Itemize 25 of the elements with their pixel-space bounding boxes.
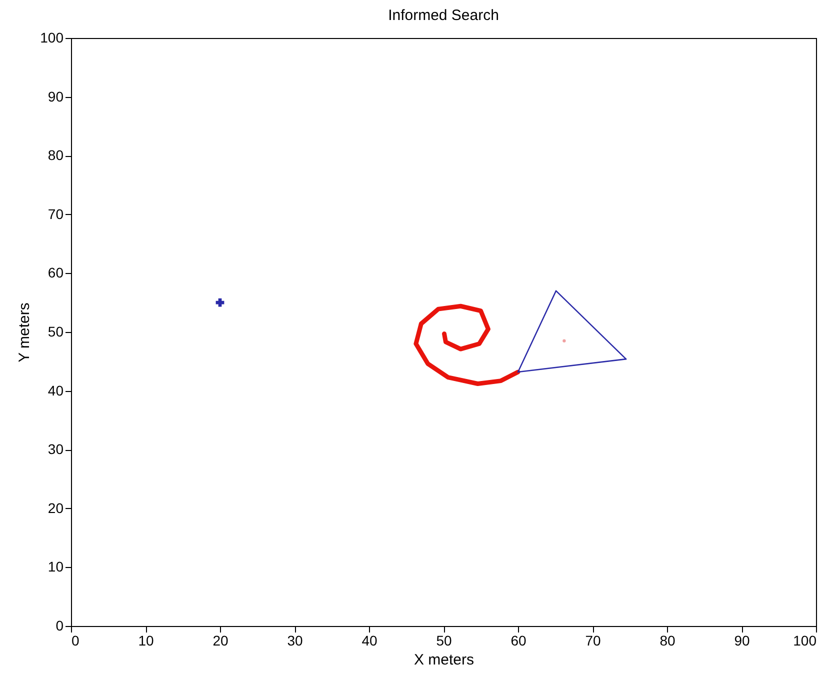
y-tick-label: 30 — [48, 441, 64, 458]
y-tick-label: 0 — [56, 618, 64, 634]
x-tick-label: 80 — [660, 632, 676, 648]
x-tick-label: 70 — [585, 632, 601, 648]
y-tick-label: 10 — [48, 558, 64, 575]
y-tick-label: 90 — [48, 88, 64, 104]
x-tick-label: 40 — [362, 632, 378, 648]
x-tick-label: 30 — [287, 632, 303, 648]
y-tick-label: 20 — [48, 500, 64, 516]
x-tick-label: 20 — [212, 632, 228, 648]
y-tick-label: 40 — [48, 382, 64, 398]
x-tick-label: 10 — [138, 632, 154, 648]
y-axis-title: Y meters — [16, 302, 34, 362]
x-tick-label: 90 — [734, 632, 750, 648]
x-tick-label: 100 — [793, 632, 817, 648]
x-axis-title: X meters — [414, 652, 474, 668]
x-tick-label: 0 — [72, 632, 80, 648]
y-tick-label: 80 — [48, 147, 64, 164]
y-tick-label: 50 — [48, 324, 64, 340]
y-tick-label: 60 — [48, 264, 64, 281]
x-tick-label: 50 — [436, 632, 452, 648]
y-tick-label: 70 — [48, 206, 64, 222]
chart-title: Informed Search — [388, 7, 499, 24]
y-tick-label: 100 — [40, 30, 64, 46]
x-tick-label: 60 — [510, 632, 526, 648]
